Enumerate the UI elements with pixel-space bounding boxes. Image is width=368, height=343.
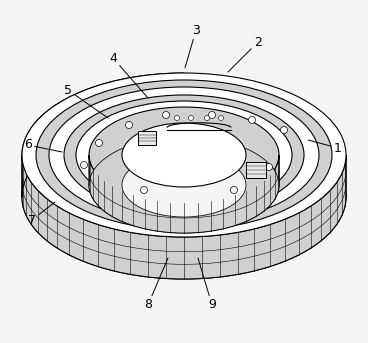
Text: 7: 7 [28,202,55,226]
Text: 3: 3 [185,24,200,68]
Circle shape [188,116,194,120]
Circle shape [248,117,255,123]
Ellipse shape [22,73,346,237]
Circle shape [96,140,103,146]
Text: 8: 8 [144,258,168,311]
Ellipse shape [122,123,246,187]
Circle shape [209,111,216,118]
Ellipse shape [49,87,319,223]
Text: 2: 2 [228,35,262,72]
Circle shape [219,116,223,120]
Text: 1: 1 [308,140,342,154]
Circle shape [280,127,287,133]
Ellipse shape [76,101,292,209]
Circle shape [230,187,237,193]
Polygon shape [22,73,184,197]
Ellipse shape [122,153,246,217]
FancyBboxPatch shape [246,162,266,178]
Text: 9: 9 [198,258,216,311]
Circle shape [125,121,132,129]
Text: 4: 4 [109,51,148,98]
Text: 6: 6 [24,139,62,152]
Polygon shape [89,155,279,233]
Text: 5: 5 [64,83,108,118]
Polygon shape [22,155,346,279]
Ellipse shape [22,115,346,279]
Circle shape [81,162,88,168]
Ellipse shape [89,107,279,203]
Circle shape [163,111,170,118]
Ellipse shape [122,165,246,229]
Circle shape [174,116,180,120]
Circle shape [205,116,209,120]
Ellipse shape [89,137,279,233]
Ellipse shape [36,80,332,230]
FancyBboxPatch shape [138,131,156,145]
Circle shape [141,187,148,193]
Ellipse shape [64,95,304,215]
Circle shape [265,164,272,170]
